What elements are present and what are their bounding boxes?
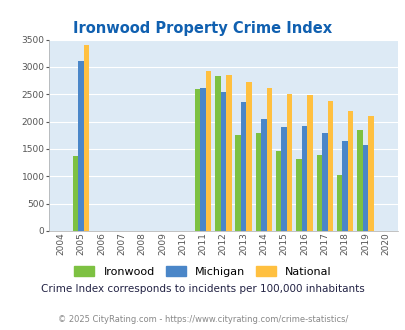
Bar: [200, 88, 205, 231]
Bar: [362, 145, 367, 231]
Bar: [275, 150, 281, 231]
Bar: [226, 75, 231, 231]
Bar: [73, 155, 78, 231]
Legend: Ironwood, Michigan, National: Ironwood, Michigan, National: [70, 261, 335, 281]
Bar: [316, 155, 321, 231]
Bar: [266, 88, 271, 231]
Bar: [240, 103, 246, 231]
Bar: [336, 175, 341, 231]
Bar: [255, 133, 260, 231]
Bar: [84, 45, 89, 231]
Bar: [220, 92, 226, 231]
Bar: [301, 126, 307, 231]
Bar: [281, 127, 286, 231]
Bar: [260, 119, 266, 231]
Bar: [235, 135, 240, 231]
Bar: [347, 111, 352, 231]
Bar: [296, 159, 301, 231]
Text: Crime Index corresponds to incidents per 100,000 inhabitants: Crime Index corresponds to incidents per…: [41, 284, 364, 294]
Bar: [307, 95, 312, 231]
Bar: [286, 94, 292, 231]
Bar: [341, 141, 347, 231]
Bar: [321, 133, 327, 231]
Bar: [215, 76, 220, 231]
Bar: [194, 89, 200, 231]
Bar: [78, 61, 84, 231]
Bar: [367, 115, 373, 231]
Bar: [205, 71, 211, 231]
Bar: [327, 101, 332, 231]
Bar: [356, 130, 362, 231]
Text: Ironwood Property Crime Index: Ironwood Property Crime Index: [73, 21, 332, 36]
Text: © 2025 CityRating.com - https://www.cityrating.com/crime-statistics/: © 2025 CityRating.com - https://www.city…: [58, 315, 347, 324]
Bar: [246, 82, 251, 231]
